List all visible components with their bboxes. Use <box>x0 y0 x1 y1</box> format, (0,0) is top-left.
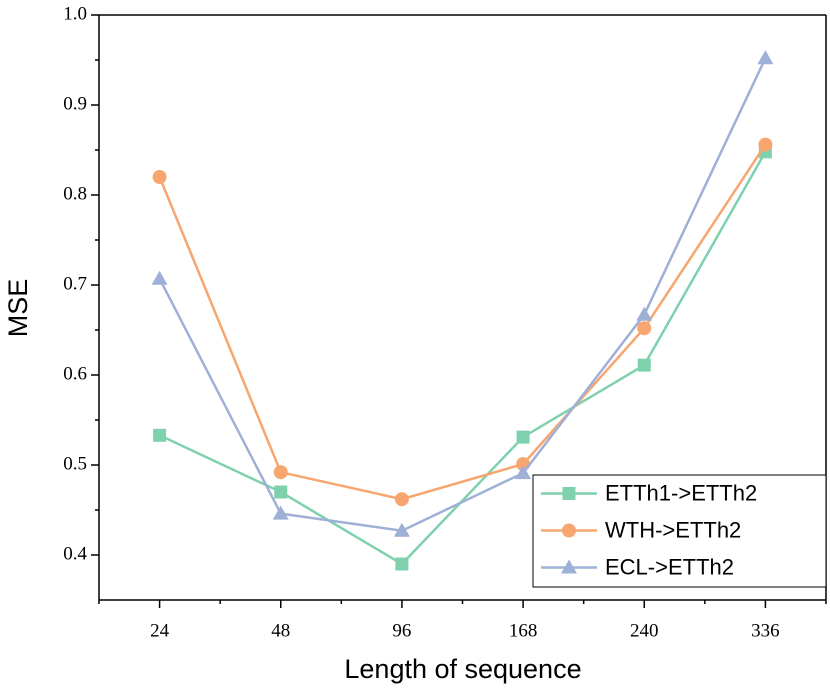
marker <box>393 522 410 537</box>
marker <box>395 557 409 571</box>
y-tick-label: 0.5 <box>63 453 87 474</box>
marker <box>274 485 288 499</box>
marker <box>636 306 653 321</box>
y-tick-label: 0.8 <box>63 183 87 204</box>
marker <box>562 523 576 538</box>
x-tick-label: 48 <box>271 620 290 641</box>
marker <box>561 559 577 574</box>
marker <box>562 487 576 500</box>
marker <box>151 270 168 285</box>
x-tick-label: 168 <box>509 620 538 641</box>
legend-label: ECL->ETTh2 <box>605 554 734 579</box>
marker <box>153 428 167 442</box>
marker <box>394 492 409 507</box>
marker <box>637 358 651 372</box>
y-tick-label: 0.4 <box>63 543 87 564</box>
y-axis-label: MSE <box>3 279 33 338</box>
y-tick-label: 0.7 <box>63 273 87 294</box>
marker <box>515 465 532 480</box>
series-line <box>158 143 767 501</box>
y-tick-label: 0.9 <box>63 93 87 114</box>
legend-label: WTH->ETTh2 <box>605 517 741 542</box>
marker <box>757 50 774 65</box>
marker <box>637 321 652 336</box>
marker <box>152 170 167 184</box>
x-tick-label: 240 <box>630 620 659 641</box>
y-tick-label: 0.6 <box>63 363 87 384</box>
legend-label: ETTh1->ETTh2 <box>605 480 757 505</box>
x-tick-label: 336 <box>751 620 780 641</box>
series-line <box>158 57 767 532</box>
y-tick-label: 1.0 <box>63 3 87 24</box>
x-tick-label: 24 <box>150 620 170 641</box>
marker <box>516 430 530 444</box>
legend: ETTh1->ETTh2 WTH->ETTh2 ECL->ETTh2 <box>532 474 827 588</box>
marker <box>272 505 289 520</box>
marker <box>758 137 773 152</box>
marker <box>273 465 288 480</box>
x-tick-label: 96 <box>392 620 411 641</box>
x-axis-label: Length of sequence <box>344 654 581 684</box>
